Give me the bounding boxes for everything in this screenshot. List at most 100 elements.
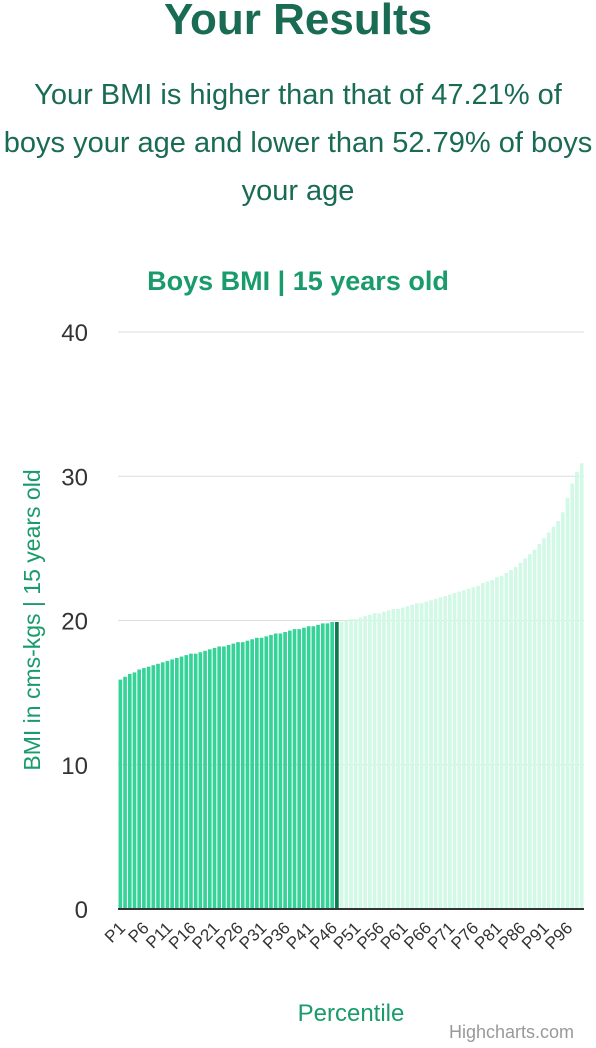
bar[interactable] [410, 604, 415, 909]
bar[interactable] [438, 597, 443, 909]
bar[interactable] [575, 471, 579, 909]
bar[interactable] [382, 611, 386, 909]
bar[interactable] [165, 660, 170, 909]
bar[interactable] [217, 646, 222, 909]
bar[interactable] [184, 655, 189, 909]
bar[interactable] [179, 656, 184, 909]
bar[interactable] [349, 619, 353, 909]
bar[interactable] [396, 608, 400, 909]
bar[interactable] [160, 662, 165, 909]
bar[interactable] [528, 554, 532, 909]
bar[interactable] [132, 672, 137, 909]
bar[interactable] [556, 520, 560, 909]
bar[interactable] [207, 649, 212, 909]
bar[interactable] [480, 582, 485, 909]
bar[interactable] [231, 643, 236, 909]
bar[interactable] [193, 653, 198, 909]
bar[interactable] [137, 669, 142, 909]
bar[interactable] [570, 483, 575, 909]
bar[interactable] [419, 603, 424, 909]
bar[interactable] [287, 630, 292, 909]
bar[interactable] [245, 640, 250, 909]
bar[interactable] [377, 613, 382, 909]
bar[interactable] [320, 623, 325, 909]
bar[interactable] [424, 601, 429, 909]
bar[interactable] [269, 634, 273, 909]
bar[interactable] [170, 659, 174, 909]
bar[interactable] [292, 629, 297, 909]
bar[interactable] [325, 623, 330, 909]
bar[interactable] [560, 512, 565, 909]
bar[interactable] [367, 614, 372, 909]
bar[interactable] [189, 653, 193, 909]
bar[interactable] [250, 639, 254, 909]
bar[interactable] [509, 570, 513, 909]
bar[interactable] [471, 587, 476, 909]
bar[interactable] [344, 620, 349, 910]
bar[interactable] [273, 633, 278, 909]
bar[interactable] [127, 673, 132, 909]
bar[interactable] [142, 668, 146, 909]
bar[interactable] [306, 626, 311, 909]
bar[interactable] [537, 544, 542, 909]
bar[interactable] [156, 663, 160, 909]
bar[interactable] [546, 532, 551, 909]
bar[interactable] [466, 588, 471, 909]
bar[interactable] [151, 665, 156, 909]
bar[interactable] [297, 629, 302, 909]
bar[interactable] [579, 463, 584, 909]
bar[interactable] [405, 606, 410, 909]
bar[interactable] [353, 619, 358, 909]
bar-current-percentile[interactable] [335, 621, 339, 909]
bar[interactable] [330, 621, 335, 909]
bar[interactable] [433, 598, 438, 909]
bar[interactable] [316, 624, 320, 909]
bar[interactable] [255, 637, 259, 909]
bar[interactable] [415, 603, 419, 909]
bar[interactable] [457, 591, 462, 909]
bar[interactable] [123, 676, 127, 909]
bar[interactable] [499, 575, 504, 909]
bar[interactable] [302, 627, 306, 909]
bar[interactable] [240, 642, 245, 909]
bar[interactable] [542, 538, 546, 909]
credits-link[interactable]: Highcharts.com [449, 1022, 574, 1042]
bar[interactable] [565, 497, 570, 909]
bar[interactable] [518, 562, 523, 909]
bar[interactable] [504, 572, 509, 909]
bar[interactable] [485, 581, 490, 909]
bar[interactable] [400, 607, 405, 909]
bar[interactable] [311, 626, 316, 909]
bar[interactable] [283, 632, 287, 909]
bar[interactable] [236, 642, 240, 909]
bar[interactable] [278, 633, 283, 909]
bar[interactable] [146, 666, 151, 909]
bar[interactable] [429, 600, 433, 909]
bar[interactable] [452, 593, 457, 909]
bar[interactable] [363, 616, 367, 909]
bar[interactable] [118, 679, 123, 909]
bar[interactable] [386, 610, 391, 909]
bar[interactable] [203, 650, 207, 909]
bar[interactable] [264, 636, 269, 909]
bar[interactable] [358, 617, 363, 909]
bar[interactable] [372, 613, 377, 909]
bar[interactable] [462, 590, 466, 909]
bar[interactable] [259, 637, 264, 909]
bar[interactable] [212, 647, 217, 909]
bar[interactable] [551, 526, 556, 909]
bar[interactable] [175, 658, 179, 909]
bar[interactable] [495, 577, 499, 909]
bar[interactable] [476, 585, 480, 909]
bar[interactable] [226, 645, 231, 909]
bar[interactable] [198, 652, 203, 909]
bar[interactable] [391, 608, 396, 909]
bar[interactable] [443, 595, 447, 909]
bar[interactable] [532, 549, 537, 909]
bar[interactable] [523, 558, 527, 909]
bar[interactable] [448, 594, 452, 909]
bar[interactable] [339, 621, 344, 909]
bar[interactable] [222, 646, 226, 909]
bar[interactable] [490, 580, 495, 909]
bar[interactable] [513, 567, 518, 909]
